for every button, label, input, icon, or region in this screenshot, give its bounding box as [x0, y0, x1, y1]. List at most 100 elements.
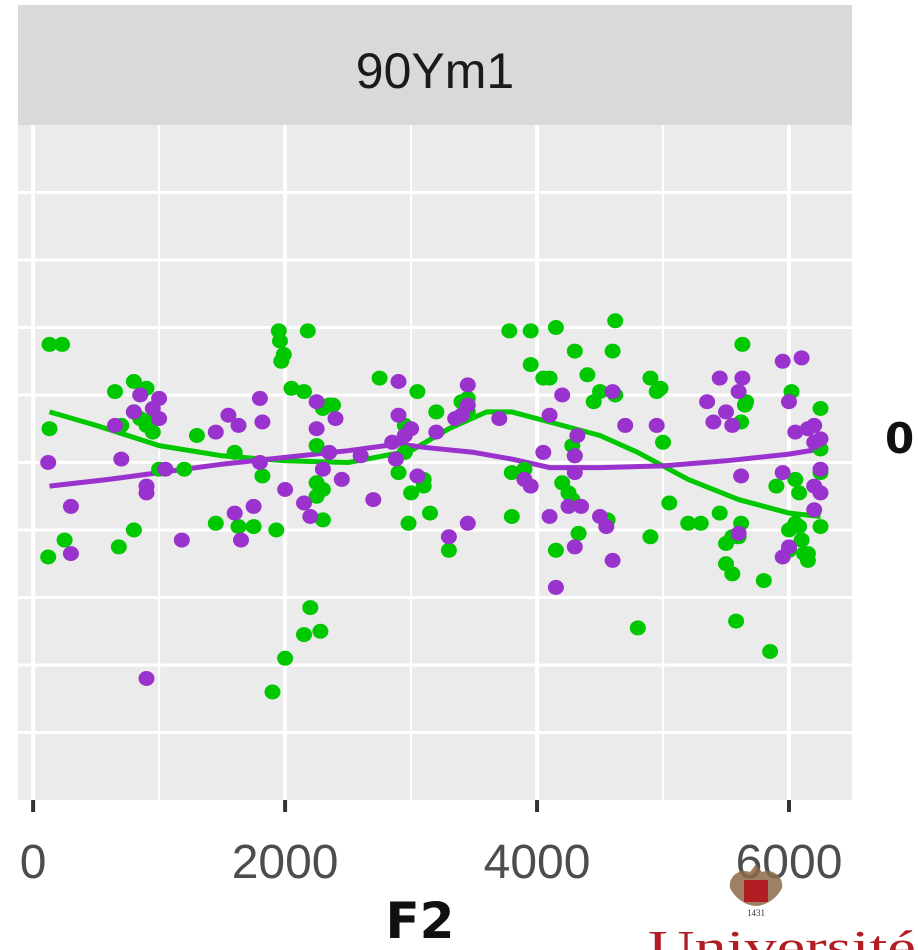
data-point-series-2 [774, 353, 791, 369]
data-point-series-1 [226, 444, 243, 460]
data-point-series-2 [352, 448, 369, 464]
data-point-series-2 [711, 370, 728, 386]
data-point-series-1 [547, 542, 564, 558]
data-point-series-2 [812, 431, 829, 447]
data-point-series-1 [422, 505, 438, 521]
data-point-series-2 [459, 397, 476, 413]
data-point-series-2 [730, 525, 747, 541]
data-point-series-2 [321, 444, 338, 460]
data-point-series-2 [132, 387, 149, 403]
data-point-series-1 [144, 424, 161, 440]
data-point-series-2 [230, 417, 247, 433]
data-point-series-2 [812, 461, 829, 477]
data-point-series-1 [734, 336, 751, 352]
data-point-series-1 [661, 495, 678, 511]
strip-background [18, 5, 852, 125]
data-point-series-2 [254, 414, 271, 430]
data-point-series-1 [188, 428, 205, 443]
data-point-series-2 [459, 377, 476, 393]
data-point-series-2 [138, 485, 155, 501]
data-point-series-2 [233, 532, 249, 548]
data-point-series-1 [107, 384, 123, 400]
data-point-series-2 [308, 421, 325, 437]
data-point-series-2 [226, 505, 243, 521]
data-point-series-2 [390, 407, 407, 423]
data-point-series-1 [245, 519, 262, 535]
data-point-series-1 [812, 519, 829, 535]
data-point-series-2 [573, 498, 590, 514]
data-point-series-1 [272, 333, 288, 349]
logo-year: 1431 [747, 908, 765, 918]
data-point-series-1 [652, 380, 669, 396]
data-point-series-1 [176, 461, 193, 477]
data-point-series-2 [365, 492, 382, 508]
data-points [40, 313, 829, 700]
data-point-series-1 [791, 485, 808, 501]
data-point-series-1 [579, 367, 596, 383]
data-point-series-2 [806, 502, 823, 518]
data-point-series-2 [598, 519, 615, 535]
data-point-series-1 [728, 613, 745, 629]
x-tick-label: 0 [20, 836, 47, 889]
data-point-series-2 [251, 455, 268, 470]
side-label: 0 [885, 414, 914, 463]
data-point-series-1 [299, 323, 316, 339]
data-point-series-2 [327, 411, 344, 427]
crest-shield [744, 880, 768, 902]
data-point-series-1 [207, 515, 224, 531]
data-point-series-2 [793, 350, 810, 366]
data-point-series-1 [275, 347, 292, 362]
data-point-series-1 [501, 323, 518, 339]
data-point-series-1 [607, 313, 624, 329]
data-point-series-1 [390, 465, 407, 481]
data-point-series-1 [642, 370, 659, 386]
data-point-series-1 [787, 471, 804, 487]
data-point-series-1 [283, 380, 300, 396]
logo-wordmark: Université [648, 921, 916, 950]
data-point-series-1 [762, 644, 779, 659]
data-point-series-2 [308, 394, 325, 410]
trend-line-1 [48, 409, 821, 519]
data-point-series-2 [547, 579, 564, 595]
data-point-series-1 [125, 374, 142, 389]
data-point-series-2 [522, 478, 539, 494]
data-point-series-1 [680, 515, 697, 531]
data-point-series-1 [314, 482, 331, 497]
data-point-series-1 [503, 509, 520, 524]
data-point-series-2 [566, 539, 583, 555]
data-point-series-1 [325, 397, 341, 413]
x-tick-label: 4000 [484, 836, 591, 889]
data-point-series-1 [755, 573, 772, 589]
data-point-series-2 [554, 387, 571, 403]
data-point-series-1 [56, 532, 73, 548]
data-point-series-2 [560, 498, 577, 514]
data-point-series-2 [781, 394, 797, 410]
data-point-series-2 [604, 552, 621, 568]
data-point-series-1 [296, 384, 312, 400]
data-point-series-1 [428, 404, 445, 420]
data-point-series-1 [642, 529, 659, 545]
data-point-series-1 [371, 370, 388, 386]
data-point-series-2 [459, 515, 476, 531]
data-point-series-2 [541, 407, 558, 423]
data-point-series-2 [245, 498, 262, 514]
data-point-series-1 [314, 512, 331, 528]
data-point-series-2 [787, 424, 804, 440]
data-point-series-2 [604, 384, 621, 400]
data-point-series-2 [151, 390, 168, 406]
data-point-series-2 [296, 495, 312, 511]
data-point-series-1 [799, 546, 816, 562]
data-point-series-2 [384, 434, 401, 450]
data-point-series-2 [617, 417, 634, 433]
data-point-series-2 [440, 529, 457, 545]
data-point-series-2 [387, 451, 404, 467]
data-point-series-1 [812, 401, 829, 416]
data-point-series-2 [173, 532, 190, 548]
data-point-series-2 [409, 468, 426, 484]
data-point-series-2 [277, 482, 294, 497]
data-point-series-1 [254, 468, 271, 484]
data-point-series-1 [277, 650, 294, 666]
data-point-series-2 [734, 370, 751, 386]
data-point-series-1 [302, 600, 319, 616]
panel-title: 90Ym1 [356, 43, 514, 99]
